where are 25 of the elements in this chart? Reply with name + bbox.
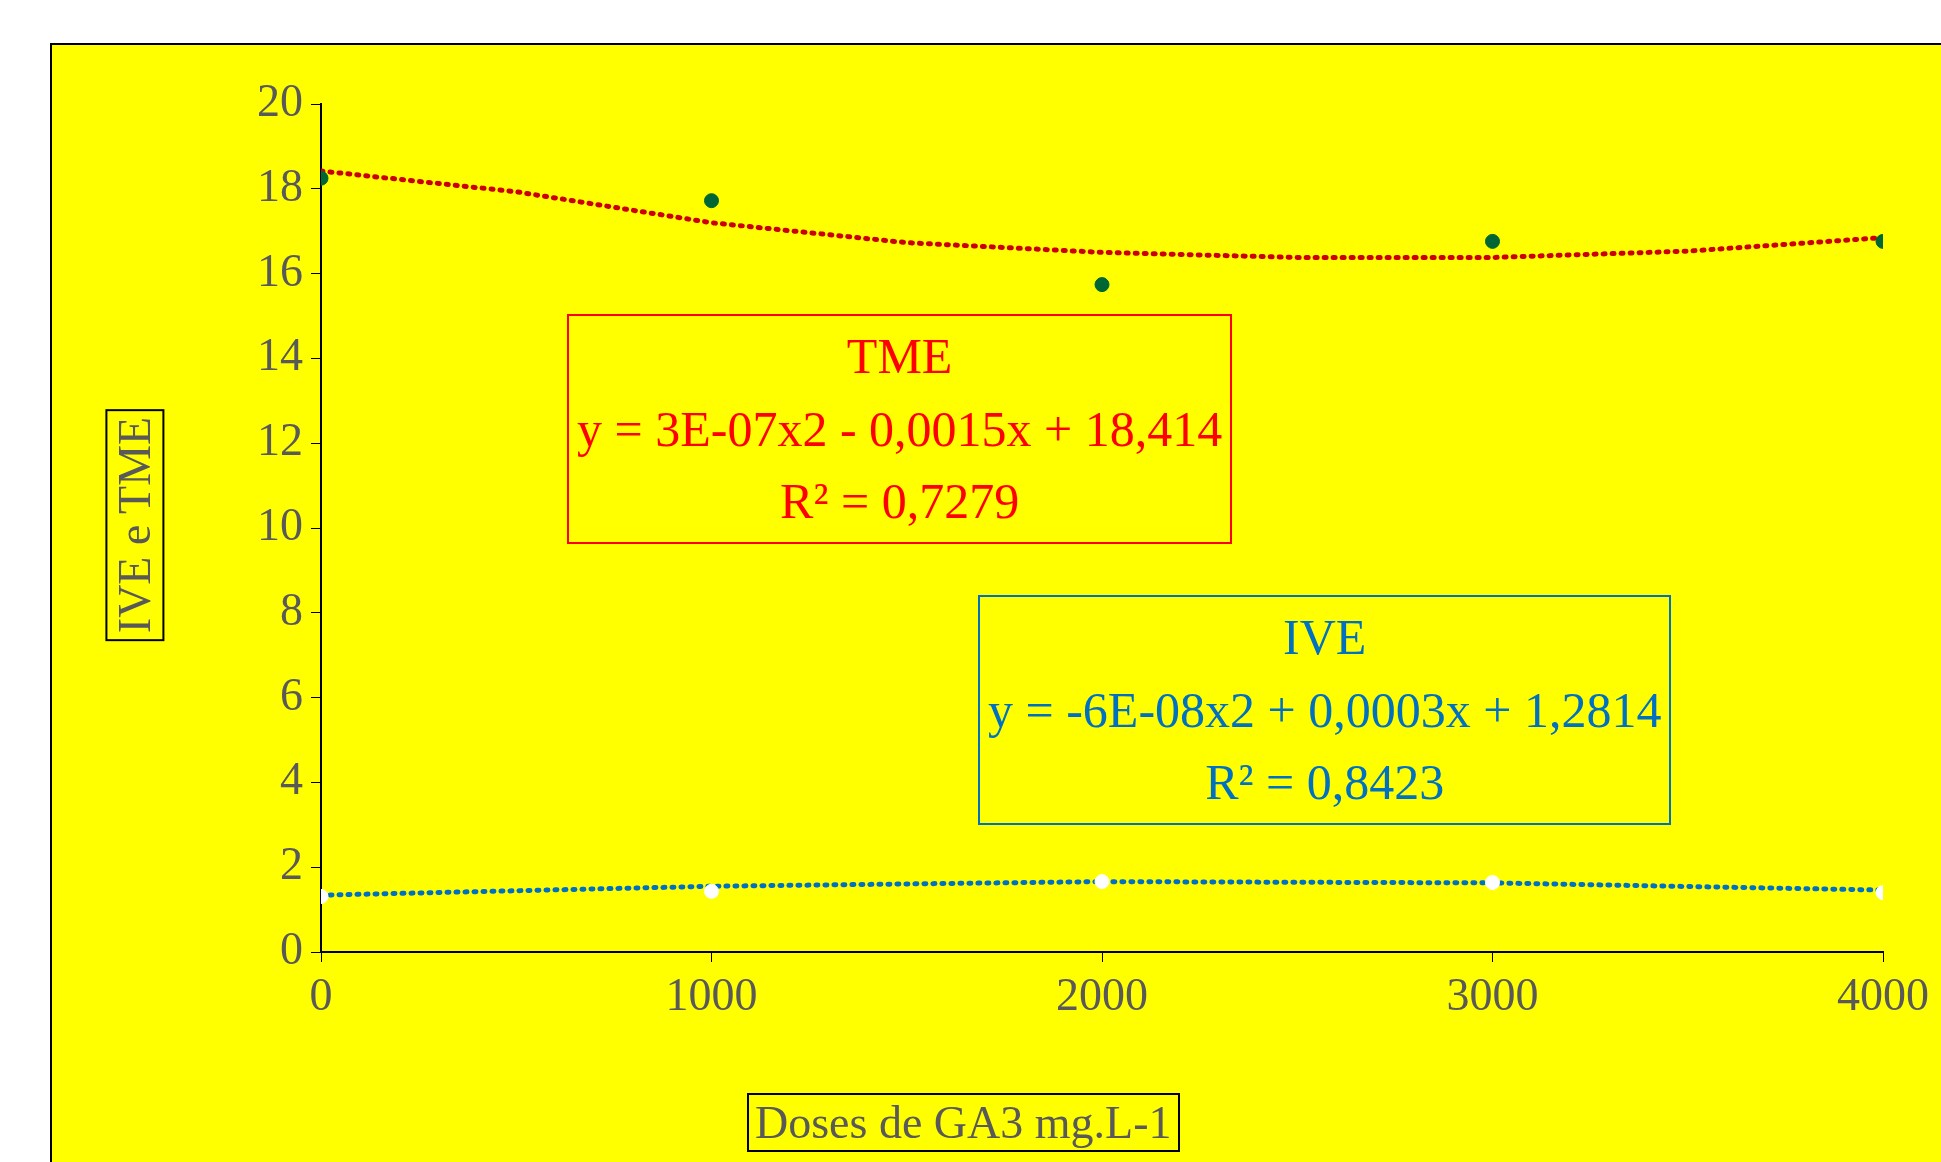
y-tick-label: 4 — [280, 753, 303, 805]
point — [1094, 277, 1110, 293]
y-tick-label: 8 — [280, 583, 303, 635]
point — [704, 883, 719, 899]
x-tick-label: 4000 — [1837, 968, 1929, 1020]
y-tick-label: 2 — [280, 838, 303, 890]
x-tick-label: 2000 — [1056, 968, 1148, 1020]
y-tick-label: 6 — [280, 668, 303, 720]
point — [704, 193, 719, 209]
point — [1094, 874, 1110, 890]
annotation: TME y = 3E-07x2 - 0,0015x + 18,414 R² = 0,7279 — [567, 314, 1233, 544]
y-tick-label: 12 — [257, 414, 303, 466]
annotation: IVE y = -6E-08x2 + 0,0003x + 1,2814 R² = 0,8423 — [978, 595, 1672, 825]
x-tick-label: 3000 — [1446, 968, 1539, 1020]
y-tick-label: 16 — [257, 244, 303, 296]
x-axis-title: Doses de GA3 mg.L-1 — [747, 1093, 1180, 1153]
y-axis-title: IVE e TME — [105, 408, 165, 642]
y-tick-label: 10 — [257, 499, 303, 551]
y-tick-label: 14 — [257, 329, 303, 381]
y-tick-label: 0 — [280, 923, 303, 975]
y-tick-label: 18 — [257, 159, 303, 211]
point — [1485, 874, 1500, 890]
x-tick-label: 1000 — [665, 968, 758, 1020]
point — [1485, 233, 1500, 249]
y-tick-label: 20 — [257, 75, 303, 127]
